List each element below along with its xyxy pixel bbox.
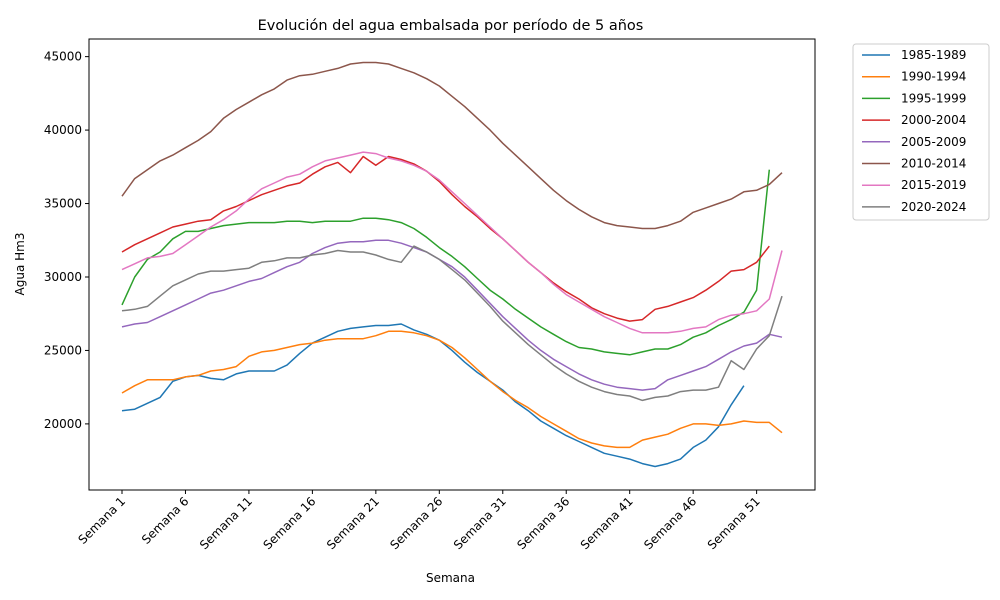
y-axis: 20000 25000 30000 35000 40000 45000 (44, 50, 89, 431)
x-tick-label: Semana 11 (197, 494, 255, 552)
x-axis-label: Semana (426, 571, 475, 585)
legend-entry: 2005-2009 (901, 135, 966, 149)
plot-frame (88, 38, 816, 491)
series-line-2000-2004 (121, 155, 770, 322)
x-tick-label: Semana 31 (451, 494, 509, 552)
legend-entry: 2020-2024 (901, 200, 966, 214)
legend: 1985-1989 1990-1994 1995-1999 2000-2004 2005… (852, 43, 990, 221)
legend-entry: 2000-2004 (901, 113, 966, 127)
chart-title: Evolución del agua embalsada por período… (258, 18, 644, 34)
x-tick-label: Semana 26 (387, 494, 445, 552)
y-tick-label: 30000 (44, 270, 82, 284)
x-tick-label: Semana 16 (260, 494, 318, 552)
legend-entry: 1995-1999 (901, 91, 966, 105)
plot-lines (121, 61, 783, 468)
series-line-2005-2009 (121, 239, 783, 391)
series-line-1985-1989 (121, 323, 745, 468)
y-tick-label: 35000 (44, 197, 82, 211)
x-tick-label: Semana 6 (139, 494, 192, 547)
x-tick-label: Semana 41 (578, 494, 636, 552)
legend-entry: 2015-2019 (901, 178, 966, 192)
x-tick-label: Semana 1 (75, 494, 128, 547)
legend-frame (852, 43, 990, 221)
series-line-2010-2014 (121, 61, 783, 230)
legend-entry: 1985-1989 (901, 48, 966, 62)
series-line-1990-1994 (121, 330, 783, 449)
y-tick-label: 25000 (44, 343, 82, 357)
y-tick-label: 45000 (44, 50, 82, 64)
x-tick-label: Semana 46 (641, 494, 699, 552)
legend-entry: 1990-1994 (901, 70, 966, 84)
series-line-1995-1999 (121, 169, 771, 356)
y-tick-label: 20000 (44, 417, 82, 431)
x-tick-label: Semana 36 (514, 494, 572, 552)
legend-entry: 2010-2014 (901, 157, 966, 171)
series-line-2015-2019 (121, 151, 783, 334)
y-axis-label: Agua Hm3 (13, 233, 27, 296)
x-tick-label: Semana 51 (705, 494, 763, 552)
series-line-2020-2024 (121, 245, 783, 402)
y-tick-label: 40000 (44, 123, 82, 137)
x-tick-label: Semana 21 (324, 494, 382, 552)
x-axis: Semana 1 Semana 6 Semana 11 Semana 16 Semana… (75, 490, 763, 552)
